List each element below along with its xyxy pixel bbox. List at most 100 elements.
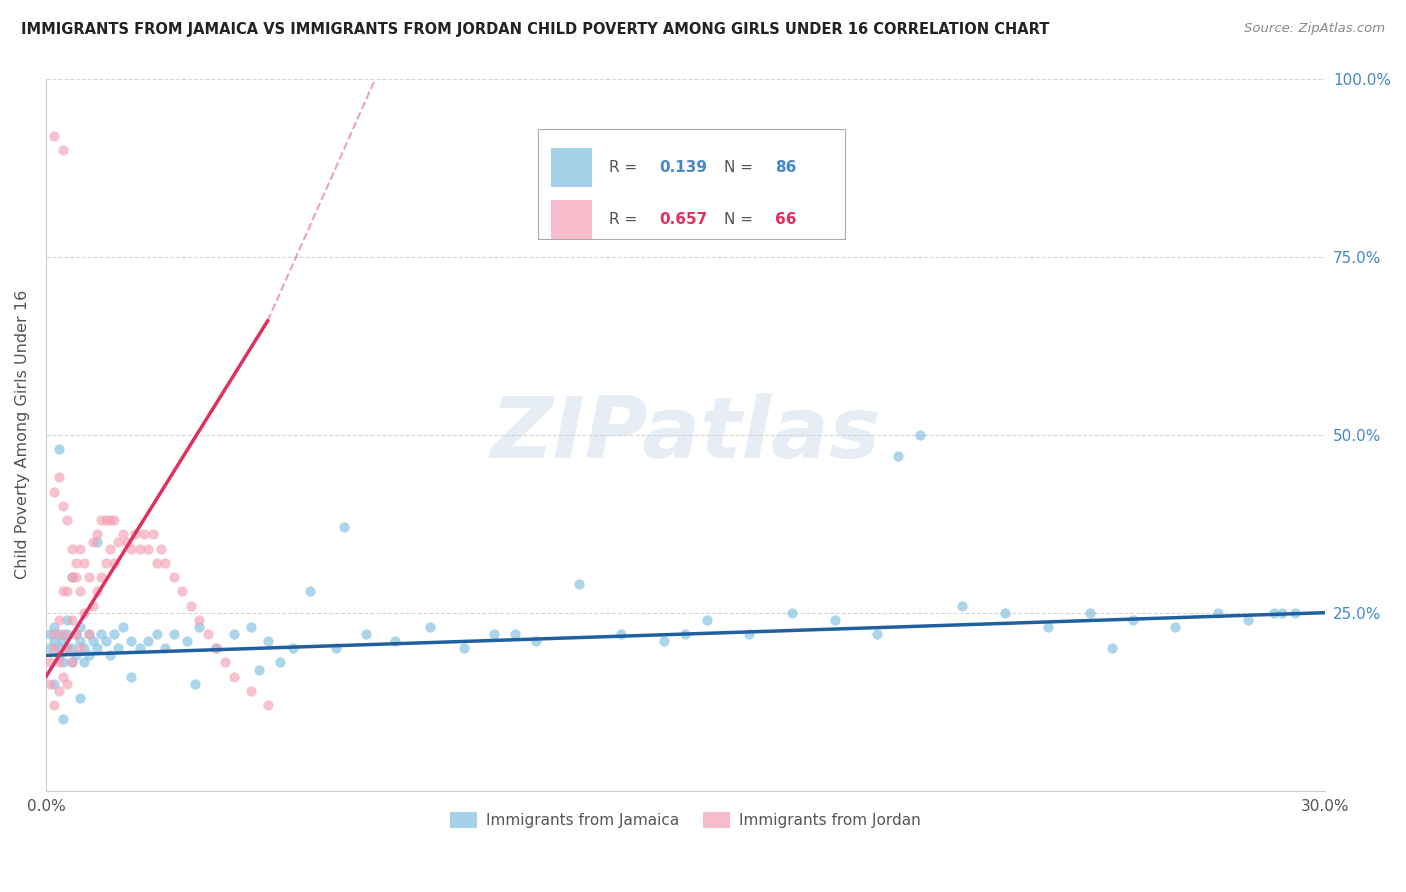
Point — [419, 620, 441, 634]
Point — [1101, 641, 1123, 656]
Point — [325, 641, 347, 656]
Point — [44, 627, 66, 641]
Point — [56, 641, 79, 656]
Text: 86: 86 — [775, 160, 796, 175]
Point — [887, 449, 910, 463]
Point — [136, 541, 159, 556]
Point — [82, 534, 104, 549]
Point — [44, 620, 66, 634]
Point — [73, 656, 96, 670]
Point — [214, 656, 236, 670]
Point — [73, 606, 96, 620]
Point — [503, 627, 526, 641]
Point — [69, 634, 91, 648]
Point — [69, 584, 91, 599]
Point — [354, 627, 377, 641]
Point — [120, 670, 142, 684]
Point — [77, 648, 100, 663]
Point — [90, 513, 112, 527]
Point — [82, 634, 104, 648]
Point — [222, 670, 245, 684]
Point — [69, 620, 91, 634]
Point — [90, 570, 112, 584]
Point — [52, 670, 75, 684]
Point — [65, 627, 87, 641]
Point — [39, 656, 62, 670]
Point — [132, 527, 155, 541]
Point — [994, 606, 1017, 620]
Point — [65, 570, 87, 584]
Point — [103, 627, 125, 641]
Point — [60, 656, 83, 670]
Point — [1284, 606, 1306, 620]
Point — [65, 648, 87, 663]
Point — [610, 627, 633, 641]
Point — [44, 484, 66, 499]
Point — [86, 641, 108, 656]
FancyBboxPatch shape — [538, 128, 845, 239]
Text: 0.657: 0.657 — [659, 211, 709, 227]
Point — [146, 556, 169, 570]
Point — [60, 541, 83, 556]
Point — [780, 606, 803, 620]
Point — [239, 684, 262, 698]
Point — [115, 534, 138, 549]
Point — [94, 634, 117, 648]
Point — [256, 698, 278, 713]
Point — [1263, 606, 1285, 620]
Text: 66: 66 — [775, 211, 796, 227]
Point — [696, 613, 718, 627]
Point — [44, 677, 66, 691]
Point — [824, 613, 846, 627]
Point — [52, 143, 75, 157]
Point — [738, 627, 761, 641]
Point — [950, 599, 973, 613]
Point — [1078, 606, 1101, 620]
Point — [90, 627, 112, 641]
Point — [48, 470, 70, 484]
Point — [73, 641, 96, 656]
Point — [39, 641, 62, 656]
Legend: Immigrants from Jamaica, Immigrants from Jordan: Immigrants from Jamaica, Immigrants from… — [443, 806, 927, 834]
Point — [65, 556, 87, 570]
Point — [453, 641, 475, 656]
Point — [205, 641, 228, 656]
Point — [60, 570, 83, 584]
Bar — [551, 148, 592, 187]
Point — [673, 627, 696, 641]
Point — [52, 499, 75, 513]
Point — [48, 641, 70, 656]
Text: 0.139: 0.139 — [659, 160, 707, 175]
Point — [56, 613, 79, 627]
Point — [269, 656, 291, 670]
Point — [866, 627, 889, 641]
Point — [98, 648, 121, 663]
Point — [69, 641, 91, 656]
Point — [82, 599, 104, 613]
Point — [86, 534, 108, 549]
Point — [56, 627, 79, 641]
Point — [48, 442, 70, 456]
Point — [163, 627, 186, 641]
Point — [103, 556, 125, 570]
Point — [65, 627, 87, 641]
Bar — [551, 200, 592, 239]
Point — [77, 627, 100, 641]
Point — [60, 570, 83, 584]
Point — [48, 684, 70, 698]
Point — [56, 641, 79, 656]
Point — [48, 656, 70, 670]
Point — [524, 634, 547, 648]
Point — [98, 541, 121, 556]
Point — [247, 663, 270, 677]
Point — [908, 427, 931, 442]
Point — [56, 677, 79, 691]
Point — [1122, 613, 1144, 627]
Point — [1164, 620, 1187, 634]
Point — [77, 627, 100, 641]
Point — [482, 627, 505, 641]
Text: R =: R = — [609, 160, 641, 175]
Point — [44, 634, 66, 648]
Point — [86, 527, 108, 541]
Point — [141, 527, 163, 541]
